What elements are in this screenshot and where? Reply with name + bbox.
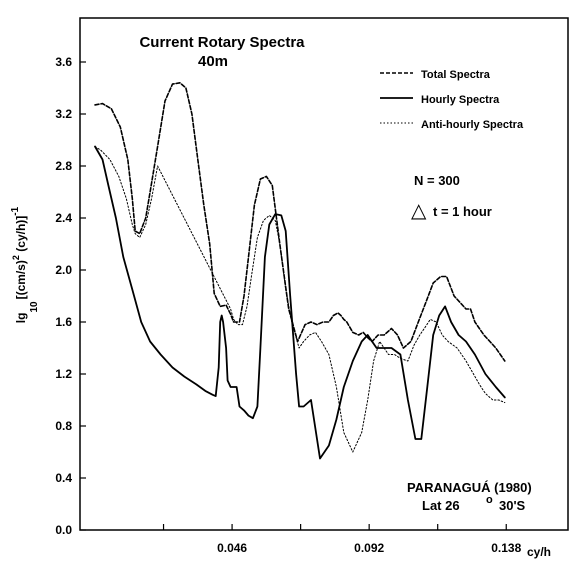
legend-label-antihourly: Anti-hourly Spectra (421, 119, 524, 131)
y-tick-label: 1.2 (55, 367, 72, 381)
plot-area-frame (79, 17, 569, 531)
annotation-dt: t = 1 hour (433, 204, 492, 219)
y-label-lg: lg (14, 313, 28, 324)
annotation-n: N = 300 (414, 173, 460, 188)
annotation-lat-prefix: Lat 26 (422, 498, 460, 513)
y-tick-label: 0.8 (55, 419, 72, 433)
x-tick-label: 0.092 (354, 541, 384, 555)
annotation-location: PARANAGUÁ (1980) (407, 480, 532, 495)
y-tick-label: 2.0 (55, 263, 72, 277)
annotation-lat-degree: o (486, 494, 493, 506)
y-tick-label: 1.6 (55, 315, 72, 329)
series-line-anti-hourly-spectra (94, 146, 506, 453)
legend-label-hourly: Hourly Spectra (421, 94, 500, 106)
series-line-hourly-spectra (94, 145, 506, 460)
y-tick-label: 0.0 (55, 523, 72, 537)
delta-symbol: △ (411, 200, 427, 222)
x-axis-label: cy/h (527, 545, 551, 559)
y-tick-label: 2.8 (55, 159, 72, 173)
y-axis-label: lg10[(cm/s)2 (cy/h)]-1 (10, 206, 40, 323)
y-label-tail: (cy/h)] (14, 216, 28, 255)
y-label-sub: 10 (29, 301, 40, 313)
legend: Total Spectra Hourly Spectra Anti-hourly… (380, 69, 524, 131)
annotation-lat-suffix: 30'S (499, 498, 526, 513)
series-line-total-spectra (94, 82, 506, 362)
x-tick-label: 0.138 (491, 541, 521, 555)
y-label-bracket: [(cm/s) (14, 260, 28, 299)
x-tick-label: 0.046 (217, 541, 247, 555)
y-axis-ticks: 0.0 0.4 0.8 1.2 1.6 2.0 2.4 2.8 3.2 3.6 (55, 55, 86, 537)
y-label-sup2: 2 (11, 255, 21, 260)
chart-title: Current Rotary Spectra (139, 34, 305, 51)
x-axis-ticks: 0.046 0.092 0.138 (162, 524, 522, 555)
chart-subtitle: 40m (198, 53, 228, 70)
y-label-sup: -1 (10, 206, 21, 215)
series-layer (94, 82, 506, 460)
y-tick-label: 0.4 (55, 471, 72, 485)
y-tick-label: 3.6 (55, 55, 72, 69)
y-tick-label: 3.2 (55, 107, 72, 121)
y-tick-label: 2.4 (55, 211, 72, 225)
legend-label-total: Total Spectra (421, 69, 491, 81)
